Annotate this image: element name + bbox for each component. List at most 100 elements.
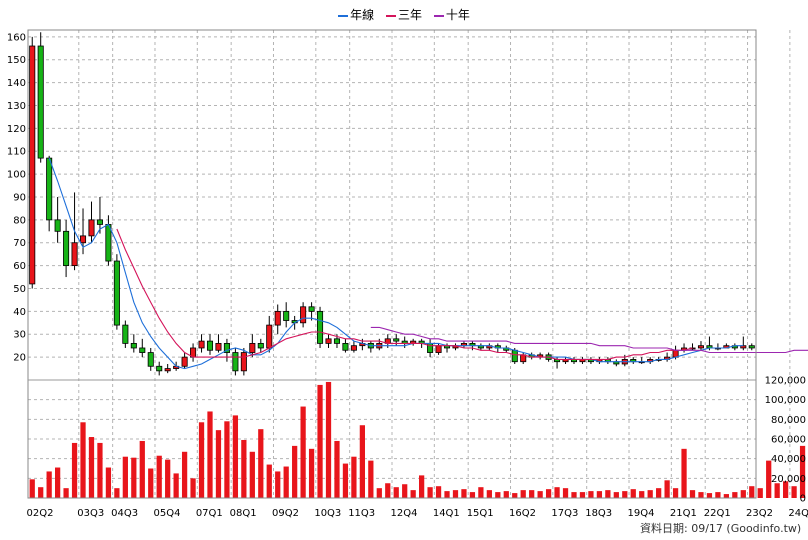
candle-body <box>266 324 273 349</box>
time-tick-label: 18Q3 <box>585 508 612 519</box>
time-tick-label: 19Q4 <box>628 508 655 519</box>
candle-body <box>37 45 44 159</box>
candle-body <box>240 352 247 372</box>
time-tick-label: 23Q2 <box>746 508 773 519</box>
volume-bar <box>29 479 35 498</box>
candle-body <box>105 224 112 262</box>
candle-body <box>308 306 315 312</box>
volume-bar <box>71 442 78 498</box>
time-tick-label: 21Q1 <box>670 508 697 519</box>
legend-label-year: 年線 <box>350 8 375 22</box>
volume-bar <box>478 487 484 498</box>
volume-bar <box>292 445 298 498</box>
time-tick-label: 10Q3 <box>314 508 341 519</box>
volume-bar <box>308 448 315 498</box>
time-tick-label: 15Q1 <box>467 508 494 519</box>
volume-bar <box>647 490 653 498</box>
volume-bar <box>783 481 789 498</box>
candle-body <box>511 349 518 363</box>
volume-tick-label: 80,000 <box>771 415 806 426</box>
volume-bar <box>376 488 382 498</box>
volume-bar <box>63 488 69 498</box>
volume-bar <box>486 490 492 498</box>
time-tick-label: 14Q1 <box>433 508 460 519</box>
ma-line-year <box>48 157 744 370</box>
volume-bar <box>325 381 332 498</box>
candle-body <box>181 356 188 367</box>
price-tick-label: 20 <box>13 353 26 364</box>
volume-bar <box>368 460 374 498</box>
time-tick-label: 24Q3 <box>788 508 808 519</box>
candle-body <box>147 352 154 367</box>
price-tick-label: 160 <box>7 32 26 43</box>
volume-bar <box>224 421 230 498</box>
volume-bar <box>664 480 670 498</box>
price-tick-label: 70 <box>13 238 26 249</box>
volume-bar <box>80 422 86 498</box>
volume-bar <box>537 491 543 498</box>
ma-line-three <box>116 228 693 360</box>
candle-body <box>257 342 264 349</box>
volume-bar <box>249 451 255 498</box>
time-tick-label: 22Q1 <box>704 508 731 519</box>
time-tick-label: 02Q2 <box>27 508 54 519</box>
price-tick-label: 30 <box>13 330 26 341</box>
volume-bar <box>672 488 679 498</box>
time-tick-label: 08Q1 <box>230 508 257 519</box>
volume-bar <box>630 489 636 498</box>
volume-bar <box>639 491 645 498</box>
candle-body <box>79 235 87 244</box>
volume-bar <box>732 492 738 498</box>
volume-bar <box>181 451 188 498</box>
volume-bar <box>38 487 44 498</box>
legend-label-three: 三年 <box>397 8 422 22</box>
volume-tick-label: 20,000 <box>771 474 806 485</box>
volume-bar <box>757 488 763 498</box>
time-tick-label: 12Q4 <box>391 508 418 519</box>
candle-body <box>342 342 349 351</box>
volume-bar <box>342 463 349 498</box>
plot-frame <box>27 29 757 499</box>
volume-bar <box>351 456 357 498</box>
price-tick-label: 150 <box>7 55 26 66</box>
volume-bar <box>723 494 729 498</box>
candle-body <box>300 306 307 324</box>
volume-bar <box>148 468 154 498</box>
candle-body <box>740 345 747 349</box>
candle-body <box>232 352 239 372</box>
volume-bar <box>114 488 120 498</box>
volume-bar <box>190 478 196 498</box>
volume-bar <box>689 490 696 498</box>
time-tick-label: 07Q1 <box>196 508 223 519</box>
volume-bar <box>452 490 459 498</box>
price-tick-label: 60 <box>13 261 26 272</box>
candle-body <box>139 347 146 353</box>
legend-label-ten: 十年 <box>445 8 470 22</box>
volume-bar <box>258 429 264 498</box>
volume-tick-label: 100,000 <box>765 395 806 406</box>
volume-tick-label: 120,000 <box>765 376 806 387</box>
volume-bar <box>283 466 289 498</box>
volume-bar <box>605 490 611 498</box>
candle-body <box>274 310 281 326</box>
candle-body <box>88 219 95 237</box>
volume-bar <box>596 491 603 498</box>
volume-bar <box>55 467 61 498</box>
candle-body <box>122 324 129 344</box>
volume-bar <box>435 486 442 498</box>
time-tick-label: 09Q2 <box>272 508 299 519</box>
volume-bar <box>105 467 112 498</box>
price-tick-label: 130 <box>7 101 26 112</box>
volume-bar <box>571 492 577 498</box>
price-tick-label: 40 <box>13 307 26 318</box>
volume-bar <box>131 457 137 498</box>
candle-body <box>198 340 205 349</box>
volume-bar <box>520 490 526 498</box>
time-tick-label: 16Q2 <box>509 508 536 519</box>
volume-bar <box>461 489 467 498</box>
candle-body <box>223 342 230 353</box>
candlesticks <box>29 32 755 376</box>
candle-body <box>164 368 171 372</box>
legend-swatch-year <box>338 14 349 17</box>
